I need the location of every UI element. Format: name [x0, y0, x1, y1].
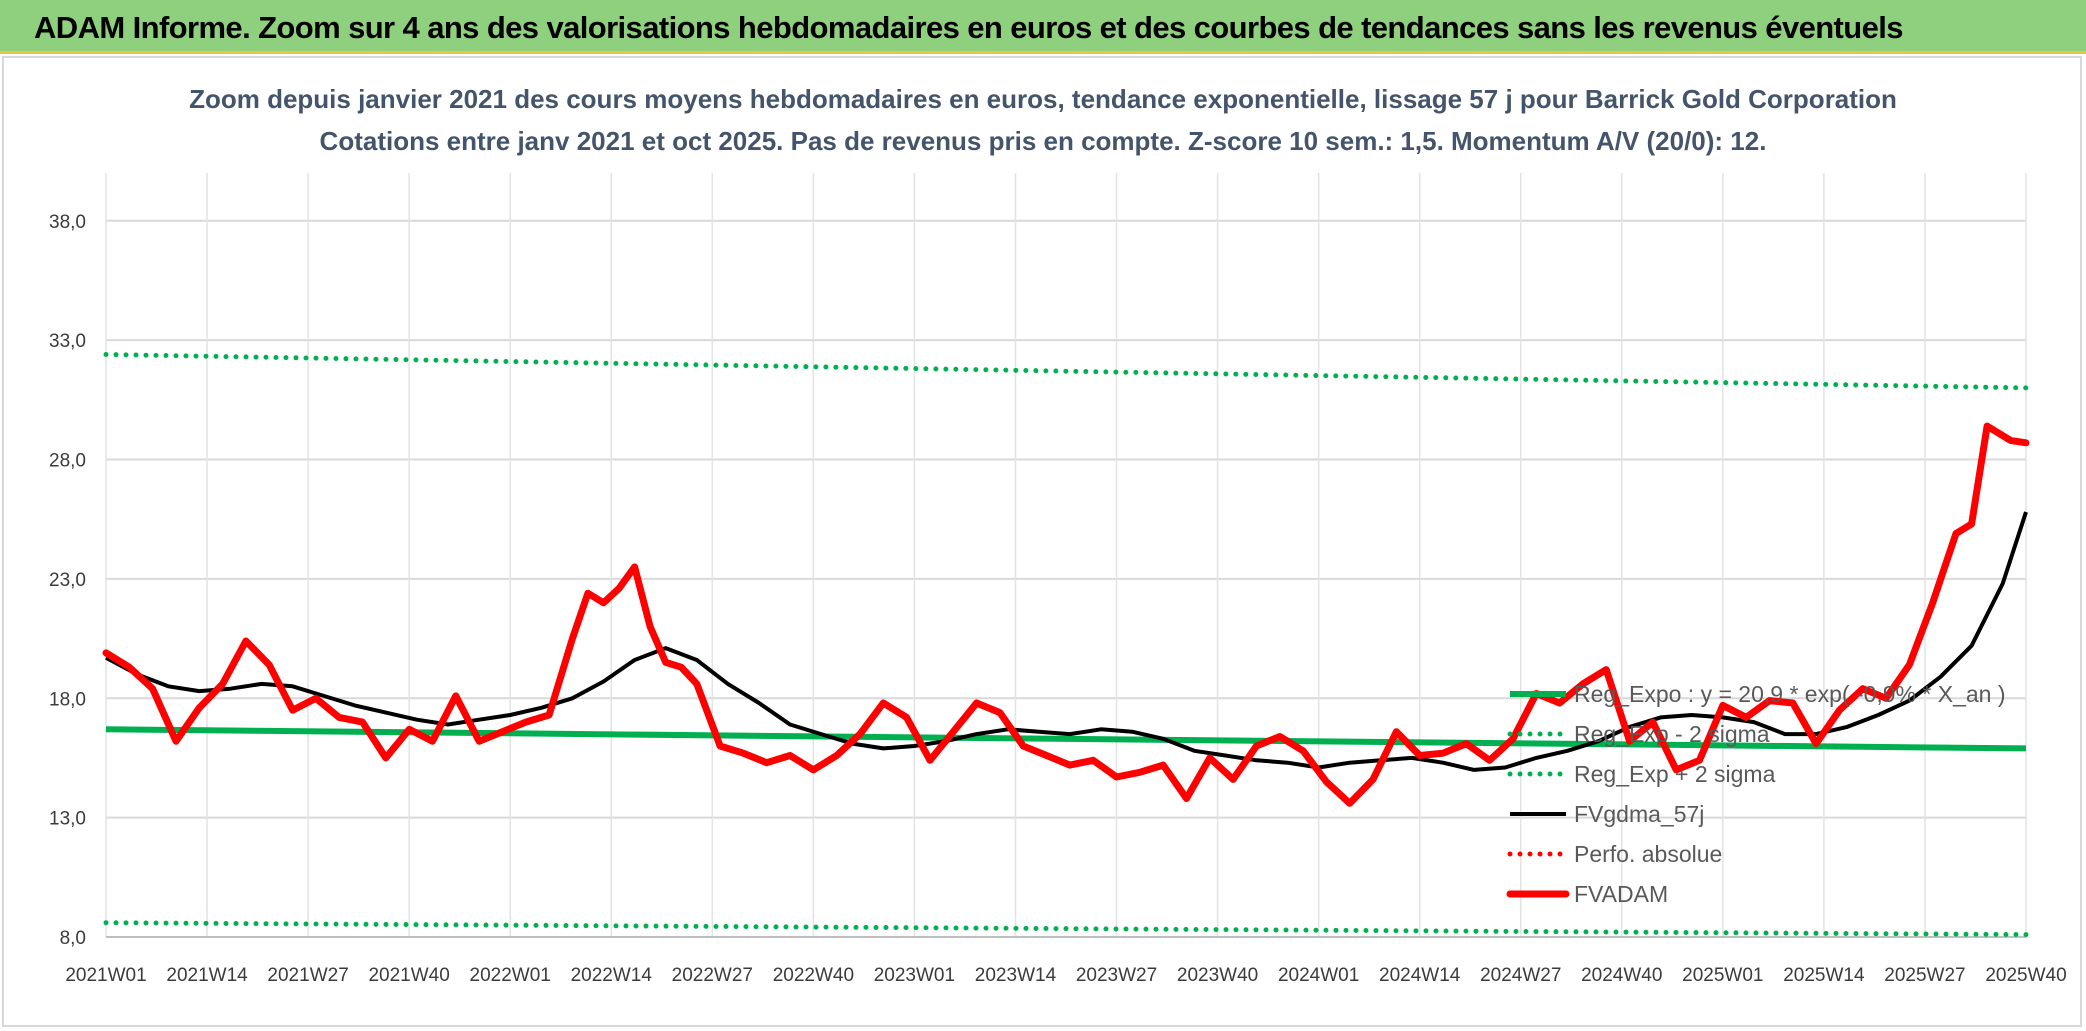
y-axis: 8,0 13,0 18,0 23,0 28,0 33,0 38,0	[49, 212, 86, 949]
grid-lines	[105, 173, 2027, 938]
legend-label: FVADAM	[1574, 881, 1668, 907]
x-tick-label: 2025W40	[1985, 965, 2066, 986]
chart-subtitle: Cotations entre janv 2021 et oct 2025. P…	[320, 126, 1767, 156]
x-tick-label: 2025W14	[1783, 965, 1865, 986]
series-line-fvgdma-57j	[105, 511, 2028, 772]
legend: Reg_Expo : y = 20,9 * exp( -0,9% * X_an …	[1506, 681, 2006, 907]
series-line-fvadam	[102, 422, 2030, 807]
x-tick-label: 2024W40	[1581, 965, 1662, 986]
report-title: ADAM Informe. Zoom sur 4 ans des valoris…	[34, 10, 1904, 45]
y-tick-label: 38,0	[49, 212, 86, 233]
x-tick-label: 2024W01	[1278, 965, 1359, 986]
y-tick-label: 8,0	[60, 928, 86, 949]
series-line-reg-exp-2-sigma	[103, 352, 2029, 391]
y-tick-label: 28,0	[49, 451, 86, 472]
legend-label: Reg_Expo : y = 20,9 * exp( -0,9% * X_an …	[1574, 681, 2006, 707]
chart-title: Zoom depuis janvier 2021 des cours moyen…	[189, 84, 1897, 114]
x-tick-label: 2022W14	[571, 965, 653, 986]
y-tick-label: 33,0	[49, 331, 86, 352]
x-tick-label: 2022W27	[672, 965, 753, 986]
x-axis: 2021W01 2021W14 2021W27 2021W40 2022W01 2022W…	[65, 965, 2066, 986]
x-tick-label: 2022W40	[773, 965, 854, 986]
series-group	[102, 352, 2030, 938]
x-tick-label: 2023W40	[1177, 965, 1258, 986]
x-tick-label: 2021W27	[267, 965, 348, 986]
legend-label: Perfo. absolue	[1574, 841, 1722, 867]
x-tick-label: 2021W01	[65, 965, 146, 986]
series-line-reg-exp-2-sigma	[103, 920, 2029, 938]
legend-label: Reg_Exp + 2 sigma	[1574, 761, 1776, 787]
x-tick-label: 2022W01	[470, 965, 551, 986]
legend-label: Reg_Exp - 2 sigma	[1574, 721, 1770, 747]
x-tick-label: 2023W01	[874, 965, 955, 986]
y-tick-label: 23,0	[49, 570, 86, 591]
x-tick-label: 2023W14	[975, 965, 1057, 986]
x-tick-label: 2021W40	[368, 965, 449, 986]
legend-label: FVgdma_57j	[1574, 801, 1704, 827]
x-tick-label: 2024W14	[1379, 965, 1461, 986]
x-tick-label: 2025W01	[1682, 965, 1763, 986]
y-tick-label: 13,0	[49, 809, 86, 830]
x-tick-label: 2024W27	[1480, 965, 1561, 986]
x-tick-label: 2023W27	[1076, 965, 1157, 986]
x-tick-label: 2025W27	[1884, 965, 1965, 986]
chart-frame	[2, 56, 2082, 1027]
x-tick-label: 2021W14	[166, 965, 248, 986]
report-header: ADAM Informe. Zoom sur 4 ans des valoris…	[0, 0, 2086, 54]
y-tick-label: 18,0	[49, 689, 86, 710]
